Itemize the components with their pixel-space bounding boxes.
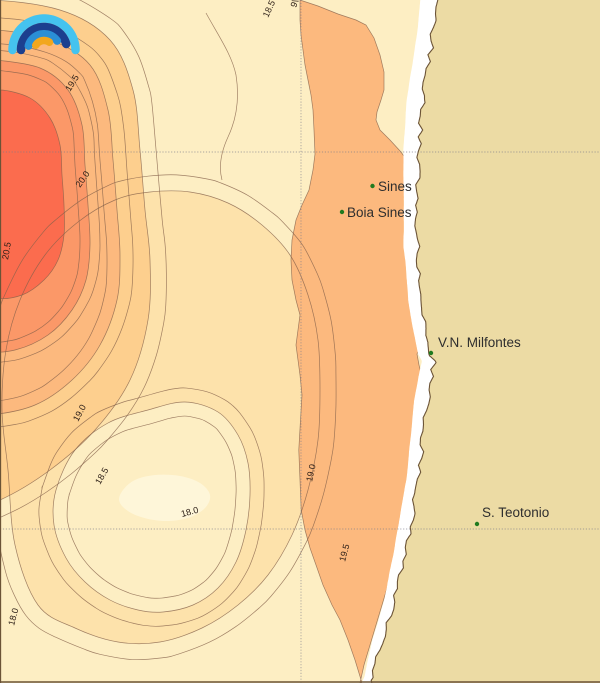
svg-text:Sines: Sines [378,179,412,194]
svg-text:V.N. Milfontes: V.N. Milfontes [438,335,521,350]
svg-text:Boia Sines: Boia Sines [347,205,412,220]
svg-text:S. Teotonio: S. Teotonio [482,505,549,520]
